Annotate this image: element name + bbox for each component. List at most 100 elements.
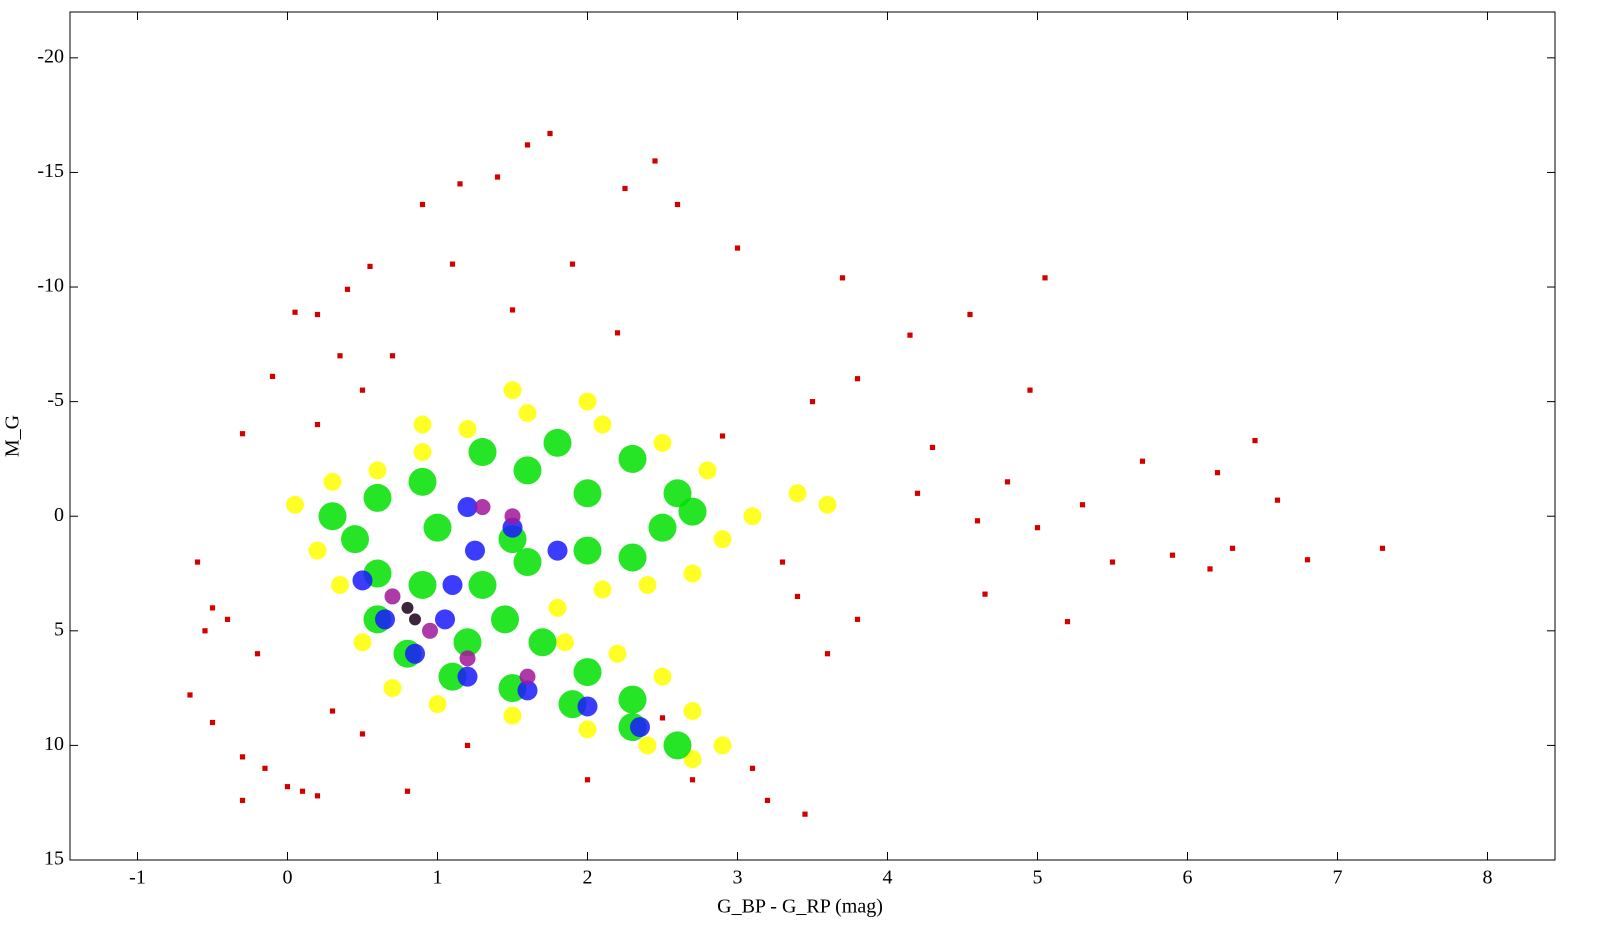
x-tick-label: 2: [583, 867, 593, 889]
point: [209, 605, 216, 611]
x-axis-label: G_BP - G_RP (mag): [717, 896, 883, 918]
point: [457, 497, 478, 518]
point: [1042, 275, 1048, 281]
point: [504, 508, 521, 525]
point: [524, 142, 531, 148]
point: [408, 570, 437, 599]
point: [468, 438, 497, 467]
point: [648, 513, 677, 542]
point: [1207, 566, 1213, 572]
point: [494, 174, 501, 180]
point: [802, 811, 808, 817]
point: [749, 765, 756, 771]
point: [556, 633, 574, 652]
point: [678, 497, 707, 526]
point: [341, 525, 369, 554]
point: [344, 286, 351, 292]
point: [457, 181, 463, 187]
point: [593, 415, 612, 434]
point: [428, 695, 447, 714]
x-tick-label: 7: [1333, 867, 1343, 889]
point: [491, 605, 519, 634]
point: [618, 543, 647, 572]
point: [573, 536, 602, 565]
point: [413, 415, 432, 434]
point: [573, 658, 602, 687]
point: [442, 574, 463, 595]
point: [299, 788, 306, 794]
point: [423, 513, 452, 542]
point: [353, 633, 372, 652]
point: [630, 717, 650, 738]
point: [465, 540, 485, 561]
point: [449, 261, 456, 267]
point: [359, 387, 366, 393]
point: [375, 609, 395, 630]
point: [254, 651, 261, 657]
point: [401, 601, 414, 614]
point: [547, 130, 553, 137]
point: [854, 616, 861, 622]
y-tick-label: 10: [44, 733, 64, 755]
y-tick-label: -15: [37, 160, 64, 182]
point: [818, 495, 837, 514]
point: [308, 541, 327, 560]
point: [314, 421, 321, 428]
point: [1214, 470, 1221, 476]
point: [359, 731, 366, 737]
point: [809, 399, 816, 405]
point: [409, 613, 421, 626]
x-tick-label: 1: [433, 867, 443, 889]
point: [435, 609, 455, 630]
point: [224, 616, 231, 622]
point: [974, 518, 981, 524]
point: [457, 666, 478, 687]
point: [405, 643, 425, 664]
point: [674, 201, 681, 208]
point: [569, 261, 576, 267]
point: [323, 472, 342, 491]
point: [519, 668, 536, 685]
point: [1229, 545, 1236, 551]
y-tick-label: -20: [37, 45, 64, 67]
point: [907, 332, 913, 338]
point: [584, 777, 591, 783]
point: [468, 570, 497, 599]
point: [788, 484, 807, 503]
point: [422, 622, 438, 639]
point: [363, 483, 392, 512]
point: [413, 443, 432, 462]
point: [573, 479, 602, 508]
point: [618, 685, 647, 714]
point: [683, 702, 702, 721]
point: [419, 201, 426, 208]
point: [367, 263, 373, 269]
point: [653, 667, 672, 686]
point: [209, 719, 216, 726]
point: [404, 788, 411, 794]
point: [839, 275, 846, 281]
point: [464, 742, 471, 749]
point: [622, 185, 628, 192]
point: [352, 570, 373, 591]
point: [331, 575, 349, 594]
point: [1079, 502, 1086, 508]
x-tick-label: -1: [129, 867, 146, 889]
point: [543, 428, 572, 457]
point: [187, 692, 193, 698]
x-tick-label: 4: [883, 867, 893, 889]
point: [578, 720, 597, 739]
point: [824, 651, 831, 657]
point: [593, 580, 612, 599]
x-tick-label: 0: [283, 867, 293, 889]
plot-frame: [69, 11, 1556, 861]
point: [1064, 619, 1071, 625]
point: [194, 559, 201, 565]
point: [458, 420, 477, 439]
point: [239, 754, 246, 760]
point: [638, 575, 657, 594]
point: [239, 431, 246, 437]
point: [503, 381, 522, 400]
point: [683, 564, 702, 583]
